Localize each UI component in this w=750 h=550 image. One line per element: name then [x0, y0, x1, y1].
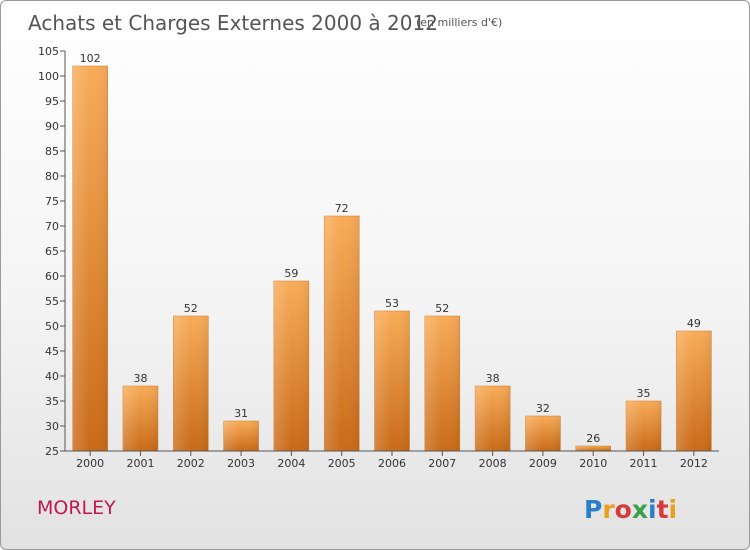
bar-shine	[374, 311, 410, 451]
bar-value-label: 102	[80, 52, 101, 65]
y-tick-label: 40	[45, 370, 59, 383]
y-tick-label: 45	[45, 345, 59, 358]
bar-value-label: 59	[284, 267, 298, 280]
chart-subtitle: (en milliers d'€)	[416, 16, 502, 29]
chart-title: Achats et Charges Externes 2000 à 2012	[28, 11, 438, 35]
bar-value-label: 31	[234, 407, 248, 420]
x-tick-label: 2011	[630, 457, 658, 470]
proxiti-logo: Proxiti	[584, 495, 677, 524]
x-tick-label: 2004	[277, 457, 305, 470]
bar-shine	[676, 331, 712, 451]
x-tick-label: 2006	[378, 457, 406, 470]
place-name: MORLEY	[37, 497, 116, 519]
x-tick-label: 2005	[328, 457, 356, 470]
x-tick-label: 2010	[579, 457, 607, 470]
x-tick-label: 2012	[680, 457, 708, 470]
bar-shine	[273, 281, 309, 451]
logo-text: Proxiti	[584, 495, 677, 524]
bar-shine	[626, 401, 662, 451]
bar-value-label: 49	[687, 317, 701, 330]
bar-value-label: 38	[133, 372, 147, 385]
y-tick-label: 90	[45, 120, 59, 133]
bar-value-label: 52	[184, 302, 198, 315]
bar-value-label: 35	[637, 387, 651, 400]
x-tick-label: 2009	[529, 457, 557, 470]
bar-value-label: 72	[335, 202, 349, 215]
y-axis: 25 30 35 40 45 50 55 60 65 70 75 80 85 90 95 100 105	[38, 45, 66, 458]
y-tick-label: 30	[45, 420, 59, 433]
bar-value-label: 53	[385, 297, 399, 310]
y-tick-label: 70	[45, 220, 59, 233]
bar-value-label: 52	[435, 302, 449, 315]
y-tick-label: 65	[45, 245, 59, 258]
bar-shine	[122, 386, 158, 451]
bar-value-label: 38	[486, 372, 500, 385]
x-tick-label: 2002	[177, 457, 205, 470]
bar-shine	[575, 446, 611, 451]
y-tick-label: 100	[38, 70, 59, 83]
bar-shine	[424, 316, 460, 451]
x-tick-label: 2003	[227, 457, 255, 470]
y-tick-label: 75	[45, 195, 59, 208]
bar-shine	[223, 421, 259, 451]
x-tick-label: 2001	[126, 457, 154, 470]
x-tick-label: 2008	[479, 457, 507, 470]
bar-shine	[173, 316, 209, 451]
bar-shine	[525, 416, 561, 451]
bar-shine	[475, 386, 511, 451]
y-tick-label: 95	[45, 95, 59, 108]
bar-shine	[72, 66, 108, 451]
bar-shine	[324, 216, 360, 451]
y-tick-label: 105	[38, 45, 59, 58]
bar-value-label: 32	[536, 402, 550, 415]
y-tick-label: 85	[45, 145, 59, 158]
bar-value-label: 26	[586, 432, 600, 445]
y-tick-label: 25	[45, 445, 59, 458]
y-tick-label: 60	[45, 270, 59, 283]
y-tick-label: 35	[45, 395, 59, 408]
x-tick-label: 2000	[76, 457, 104, 470]
bars-group: 102 38 52 31 59 72 53 52 38 32 26 35 49	[72, 52, 712, 452]
x-tick-label: 2007	[428, 457, 456, 470]
x-axis: 2000 2001 2002 2003 2004 2005 2006 2007 2008 2009…	[65, 450, 719, 470]
y-tick-label: 80	[45, 170, 59, 183]
y-tick-label: 55	[45, 295, 59, 308]
y-tick-label: 50	[45, 320, 59, 333]
